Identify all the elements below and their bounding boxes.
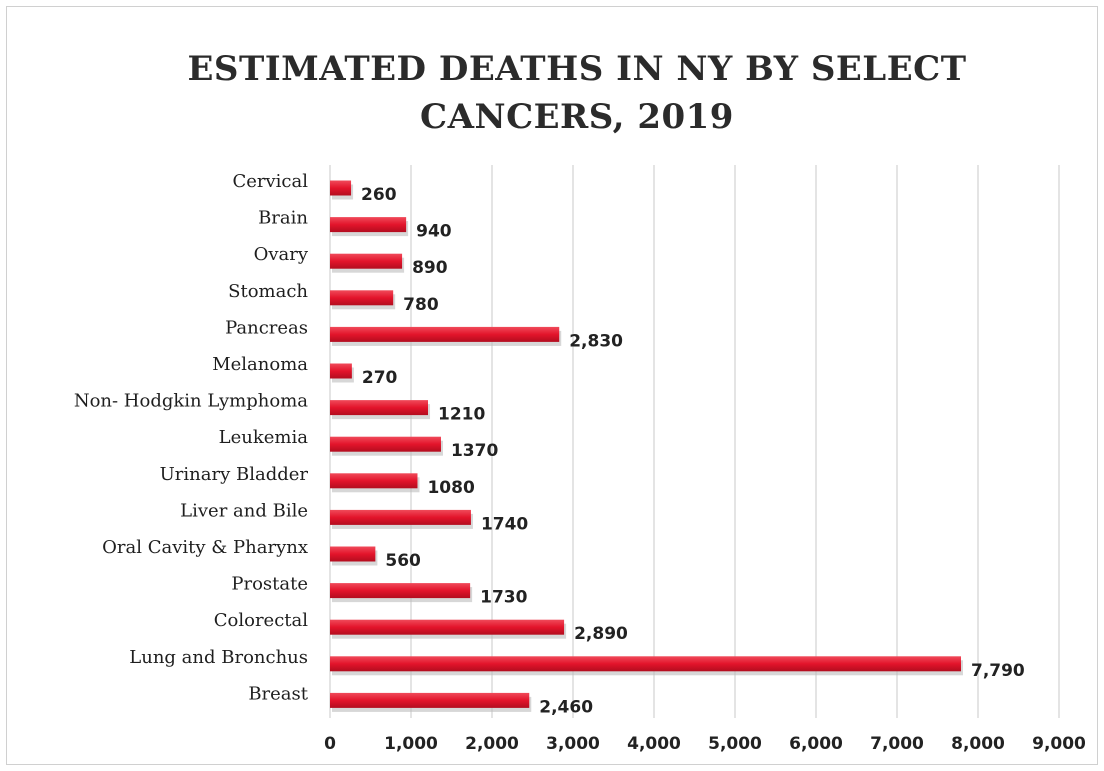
value-label: 270 [362, 368, 398, 388]
chart-title: ESTIMATED DEATHS IN NY BY SELECT CANCERS… [7, 45, 1104, 141]
bar [330, 253, 403, 269]
value-label: 7,790 [971, 661, 1025, 681]
category-label: Pancreas [225, 317, 308, 338]
bar [330, 619, 565, 635]
value-label: 940 [416, 222, 452, 242]
bar [330, 290, 394, 306]
bar [330, 473, 418, 489]
bars [330, 180, 963, 712]
bar [330, 326, 560, 342]
x-tick-label: 4,000 [627, 734, 681, 754]
value-label: 1730 [480, 588, 527, 608]
value-label: 1210 [438, 405, 485, 425]
x-tick-label: 3,000 [546, 734, 600, 754]
bar [330, 656, 961, 672]
bar [330, 180, 352, 196]
value-label: 560 [385, 551, 421, 571]
bar [330, 363, 352, 379]
category-label: Leukemia [219, 427, 309, 448]
category-label: Urinary Bladder [160, 464, 309, 485]
category-label: Melanoma [212, 354, 308, 375]
bar [330, 583, 471, 599]
value-label: 1740 [481, 514, 528, 534]
chart-title-line-1: ESTIMATED DEATHS IN NY BY SELECT [187, 49, 967, 89]
bar [330, 436, 441, 452]
value-label: 1370 [451, 441, 498, 461]
bar [330, 692, 530, 708]
category-labels: Cervical Brain Ovary Stomach Pancreas Melanom… [74, 171, 309, 704]
category-label: Ovary [254, 244, 309, 265]
value-label: 260 [361, 185, 397, 205]
category-label: Prostate [231, 574, 308, 595]
x-tick-labels: 0 1,000 2,000 3,000 4,000 5,000 6,000 7,000 8,00… [324, 734, 1086, 754]
x-tick-label: 7,000 [870, 734, 924, 754]
value-label: 2,460 [539, 697, 593, 717]
category-label: Liver and Bile [180, 500, 308, 521]
category-label: Cervical [232, 171, 308, 192]
x-tick-label: 8,000 [951, 734, 1005, 754]
category-label: Stomach [228, 281, 308, 302]
chart-title-line-2: CANCERS, 2019 [420, 97, 734, 137]
value-label: 780 [403, 295, 439, 315]
x-tick-label: 2,000 [465, 734, 519, 754]
bar [330, 400, 429, 416]
category-label: Oral Cavity & Pharynx [102, 537, 308, 558]
x-tick-label: 5,000 [708, 734, 762, 754]
category-label: Lung and Bronchus [129, 647, 308, 668]
bar [330, 509, 471, 525]
bar [330, 546, 376, 562]
value-label: 1080 [427, 478, 474, 498]
category-label: Breast [248, 683, 308, 704]
category-label: Colorectal [214, 610, 309, 631]
x-tick-label: 6,000 [789, 734, 843, 754]
value-labels: 260 940 890 780 2,830 270 1210 1370 1080 1740 560 1… [361, 185, 1025, 717]
value-label: 2,890 [574, 624, 628, 644]
value-label: 2,830 [569, 331, 623, 351]
value-label: 890 [412, 258, 448, 278]
x-tick-label: 1,000 [384, 734, 438, 754]
bar [330, 217, 407, 233]
category-label: Brain [258, 208, 308, 229]
category-label: Non- Hodgkin Lymphoma [74, 391, 308, 412]
x-tick-label: 9,000 [1032, 734, 1086, 754]
x-tick-label: 0 [324, 734, 336, 754]
